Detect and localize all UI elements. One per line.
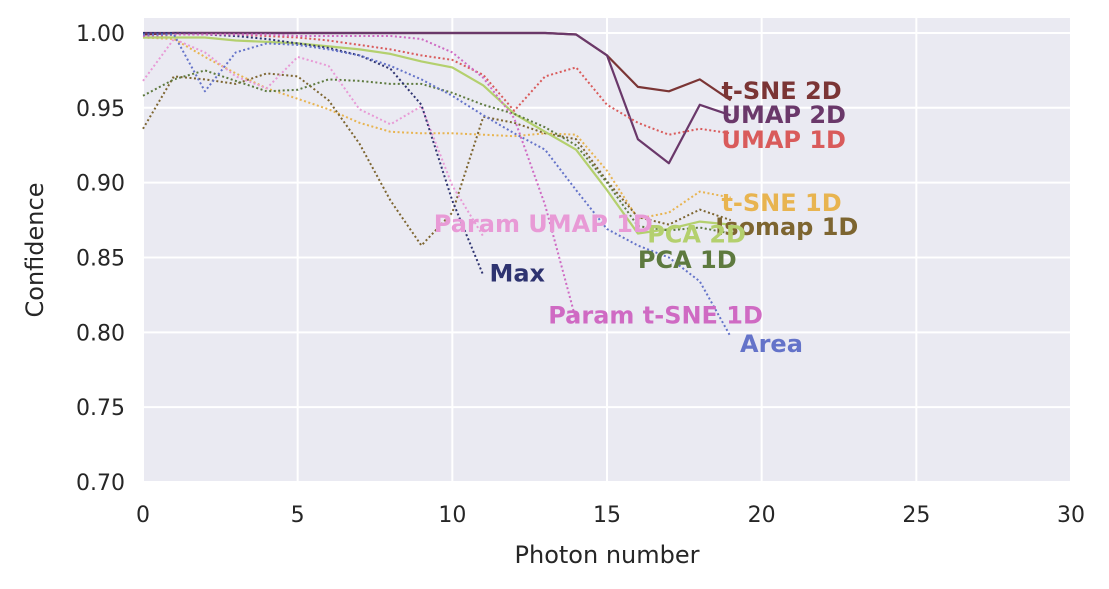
series-line-param-t-sne-1d (142, 33, 578, 321)
series-label: Area (740, 330, 803, 358)
series-line-pca-1d (142, 69, 731, 235)
series-line-umap-2d (143, 31, 732, 165)
x-tick-label: 10 (438, 503, 466, 528)
gridlines (142, 18, 1072, 483)
series-label: UMAP 1D (721, 126, 846, 154)
series-line-pca-2d (143, 36, 731, 235)
y-tick-label: 0.75 (76, 396, 125, 421)
x-axis-label: Photon number (515, 541, 700, 569)
x-tick-label: 15 (593, 503, 621, 528)
series-label: PCA 2D (647, 221, 746, 249)
y-axis-label: Confidence (21, 183, 49, 318)
series-label: Isomap 1D (715, 213, 858, 241)
x-tick-label: 20 (748, 503, 776, 528)
series-label: Param UMAP 1D (434, 210, 653, 238)
y-tick-label: 1.00 (76, 22, 125, 47)
y-tick-label: 0.85 (76, 246, 125, 271)
series-label: Max (489, 259, 545, 287)
series-line-umap-1d (142, 33, 731, 136)
x-tick-labels: 0 5 10 15 20 25 30 (136, 503, 1085, 528)
series-label: Param t-SNE 1D (548, 301, 763, 329)
y-tick-label: 0.70 (76, 471, 125, 496)
y-tick-label: 0.95 (76, 97, 125, 122)
series-lines (142, 31, 732, 338)
series-label: t-SNE 1D (721, 189, 841, 217)
series-label: PCA 1D (638, 246, 737, 274)
series-label: t-SNE 2D (721, 77, 841, 105)
y-tick-label: 0.90 (76, 172, 125, 197)
x-tick-label: 0 (136, 503, 150, 528)
x-tick-label: 25 (902, 503, 930, 528)
x-tick-label: 30 (1057, 503, 1085, 528)
y-tick-labels: 0.70 0.75 0.80 0.85 0.90 0.95 1.00 (76, 22, 125, 496)
y-tick-label: 0.80 (76, 321, 125, 346)
series-label: UMAP 2D (721, 101, 846, 129)
series-line-max (143, 32, 485, 276)
x-tick-label: 5 (291, 503, 305, 528)
